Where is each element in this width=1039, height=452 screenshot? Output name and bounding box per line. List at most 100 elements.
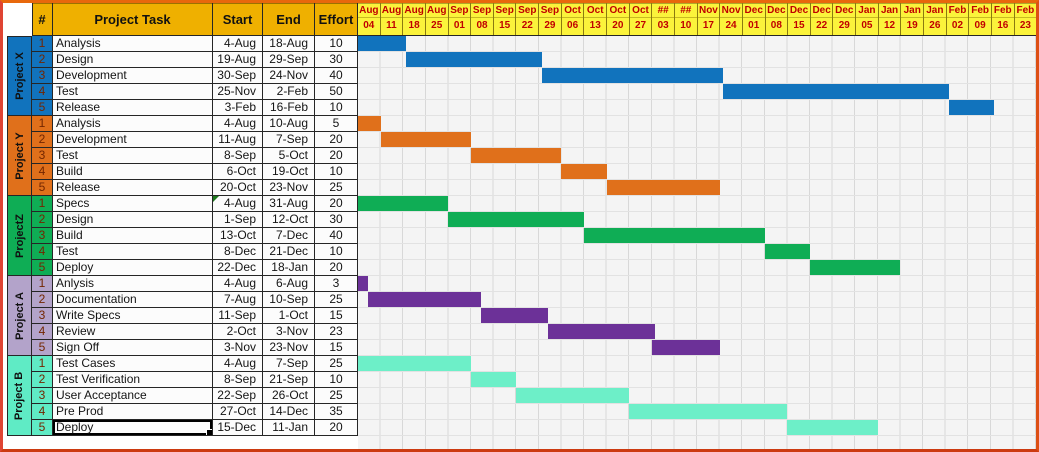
num-cell[interactable]: 4 xyxy=(32,164,53,180)
effort-cell[interactable]: 30 xyxy=(315,52,358,68)
effort-cell[interactable]: 20 xyxy=(315,132,358,148)
effort-cell[interactable]: 25 xyxy=(315,356,358,372)
num-cell[interactable]: 1 xyxy=(32,36,53,52)
gantt-bar[interactable] xyxy=(948,100,995,115)
week-header[interactable]: ## 10 xyxy=(673,3,697,35)
start-cell[interactable]: 11-Sep xyxy=(213,308,263,324)
task-cell[interactable]: Release xyxy=(53,100,213,116)
week-header[interactable]: Jan 19 xyxy=(900,3,924,35)
week-header[interactable]: Oct 13 xyxy=(583,3,607,35)
effort-cell[interactable]: 20 xyxy=(315,196,358,212)
num-cell[interactable]: 3 xyxy=(32,388,53,404)
task-cell[interactable]: Specs xyxy=(53,196,213,212)
start-cell[interactable]: 8-Dec xyxy=(213,244,263,260)
gantt-bar[interactable] xyxy=(480,308,549,323)
end-cell[interactable]: 7-Sep xyxy=(263,132,315,148)
end-cell[interactable]: 3-Nov xyxy=(263,324,315,340)
gantt-bar[interactable] xyxy=(471,372,517,387)
task-cell[interactable]: Review xyxy=(53,324,213,340)
end-cell[interactable]: 23-Nov xyxy=(263,180,315,196)
project-label[interactable]: Project B xyxy=(7,356,32,436)
end-cell[interactable]: 11-Jan xyxy=(263,420,315,436)
week-header[interactable]: Feb 16 xyxy=(990,3,1014,35)
week-header[interactable]: Aug 18 xyxy=(402,3,425,35)
week-header[interactable]: Sep 08 xyxy=(470,3,493,35)
effort-cell[interactable]: 10 xyxy=(315,100,358,116)
gantt-bar[interactable] xyxy=(358,276,368,291)
effort-cell[interactable]: 30 xyxy=(315,212,358,228)
end-cell[interactable]: 7-Dec xyxy=(263,228,315,244)
effort-cell[interactable]: 25 xyxy=(315,388,358,404)
start-cell[interactable]: 4-Aug xyxy=(213,356,263,372)
week-header[interactable]: Oct 20 xyxy=(606,3,629,35)
gantt-bar[interactable] xyxy=(516,388,630,403)
start-cell[interactable]: 27-Oct xyxy=(213,404,263,420)
start-cell[interactable]: 4-Aug xyxy=(213,196,263,212)
gantt-bar[interactable] xyxy=(584,228,765,243)
task-cell[interactable]: Write Specs xyxy=(53,308,213,324)
column-header-effort[interactable]: Effort xyxy=(315,3,358,35)
end-cell[interactable]: 16-Feb xyxy=(263,100,315,116)
gantt-bar[interactable] xyxy=(722,84,949,99)
fill-handle[interactable] xyxy=(206,429,212,435)
num-cell[interactable]: 5 xyxy=(32,260,53,276)
start-cell[interactable]: 8-Sep xyxy=(213,372,263,388)
week-header[interactable]: Feb 23 xyxy=(1013,3,1036,35)
start-cell[interactable]: 2-Oct xyxy=(213,324,263,340)
num-cell[interactable]: 3 xyxy=(32,68,53,84)
week-header[interactable]: Dec 29 xyxy=(832,3,856,35)
task-cell[interactable]: Deploy xyxy=(53,420,213,436)
project-label[interactable]: Project A xyxy=(7,276,32,356)
effort-cell[interactable]: 40 xyxy=(315,68,358,84)
gantt-bar[interactable] xyxy=(542,68,723,83)
end-cell[interactable]: 21-Dec xyxy=(263,244,315,260)
week-header[interactable]: Dec 22 xyxy=(809,3,833,35)
effort-cell[interactable]: 23 xyxy=(315,324,358,340)
effort-cell[interactable]: 5 xyxy=(315,116,358,132)
week-header[interactable]: Feb 02 xyxy=(945,3,969,35)
start-cell[interactable]: 19-Aug xyxy=(213,52,263,68)
week-header[interactable]: Aug 04 xyxy=(358,3,380,35)
task-cell[interactable]: Build xyxy=(53,228,213,244)
task-cell[interactable]: Analysis xyxy=(53,36,213,52)
task-cell[interactable]: Test xyxy=(53,84,213,100)
effort-cell[interactable]: 10 xyxy=(315,372,358,388)
gantt-bar[interactable] xyxy=(561,164,607,179)
num-cell[interactable]: 1 xyxy=(32,116,53,132)
task-cell[interactable]: Development xyxy=(53,68,213,84)
num-cell[interactable]: 4 xyxy=(32,324,53,340)
start-cell[interactable]: 25-Nov xyxy=(213,84,263,100)
num-cell[interactable]: 5 xyxy=(32,180,53,196)
start-cell[interactable]: 4-Aug xyxy=(213,116,263,132)
column-header-start[interactable]: Start xyxy=(213,3,263,35)
num-cell[interactable]: 5 xyxy=(32,340,53,356)
num-cell[interactable]: 2 xyxy=(32,292,53,308)
gantt-bar[interactable] xyxy=(764,244,810,259)
num-cell[interactable]: 5 xyxy=(32,100,53,116)
effort-cell[interactable]: 3 xyxy=(315,276,358,292)
end-cell[interactable]: 6-Aug xyxy=(263,276,315,292)
num-cell[interactable]: 2 xyxy=(32,372,53,388)
num-cell[interactable]: 1 xyxy=(32,196,53,212)
start-cell[interactable]: 30-Sep xyxy=(213,68,263,84)
effort-cell[interactable]: 40 xyxy=(315,228,358,244)
week-header[interactable]: Sep 01 xyxy=(447,3,471,35)
gantt-bar[interactable] xyxy=(358,36,407,51)
end-cell[interactable]: 10-Aug xyxy=(263,116,315,132)
task-cell[interactable]: Test xyxy=(53,148,213,164)
start-cell[interactable]: 6-Oct xyxy=(213,164,263,180)
end-cell[interactable]: 14-Dec xyxy=(263,404,315,420)
column-header-end[interactable]: End xyxy=(263,3,315,35)
num-cell[interactable]: 2 xyxy=(32,212,53,228)
effort-cell[interactable]: 20 xyxy=(315,260,358,276)
effort-cell[interactable]: 15 xyxy=(315,308,358,324)
num-cell[interactable]: 1 xyxy=(32,356,53,372)
start-cell[interactable]: 13-Oct xyxy=(213,228,263,244)
effort-cell[interactable]: 20 xyxy=(315,148,358,164)
gantt-bar[interactable] xyxy=(358,356,471,371)
task-cell[interactable]: Sign Off xyxy=(53,340,213,356)
start-cell[interactable]: 11-Aug xyxy=(213,132,263,148)
end-cell[interactable]: 21-Sep xyxy=(263,372,315,388)
gantt-bar[interactable] xyxy=(367,292,481,307)
task-cell[interactable]: Pre Prod xyxy=(53,404,213,420)
